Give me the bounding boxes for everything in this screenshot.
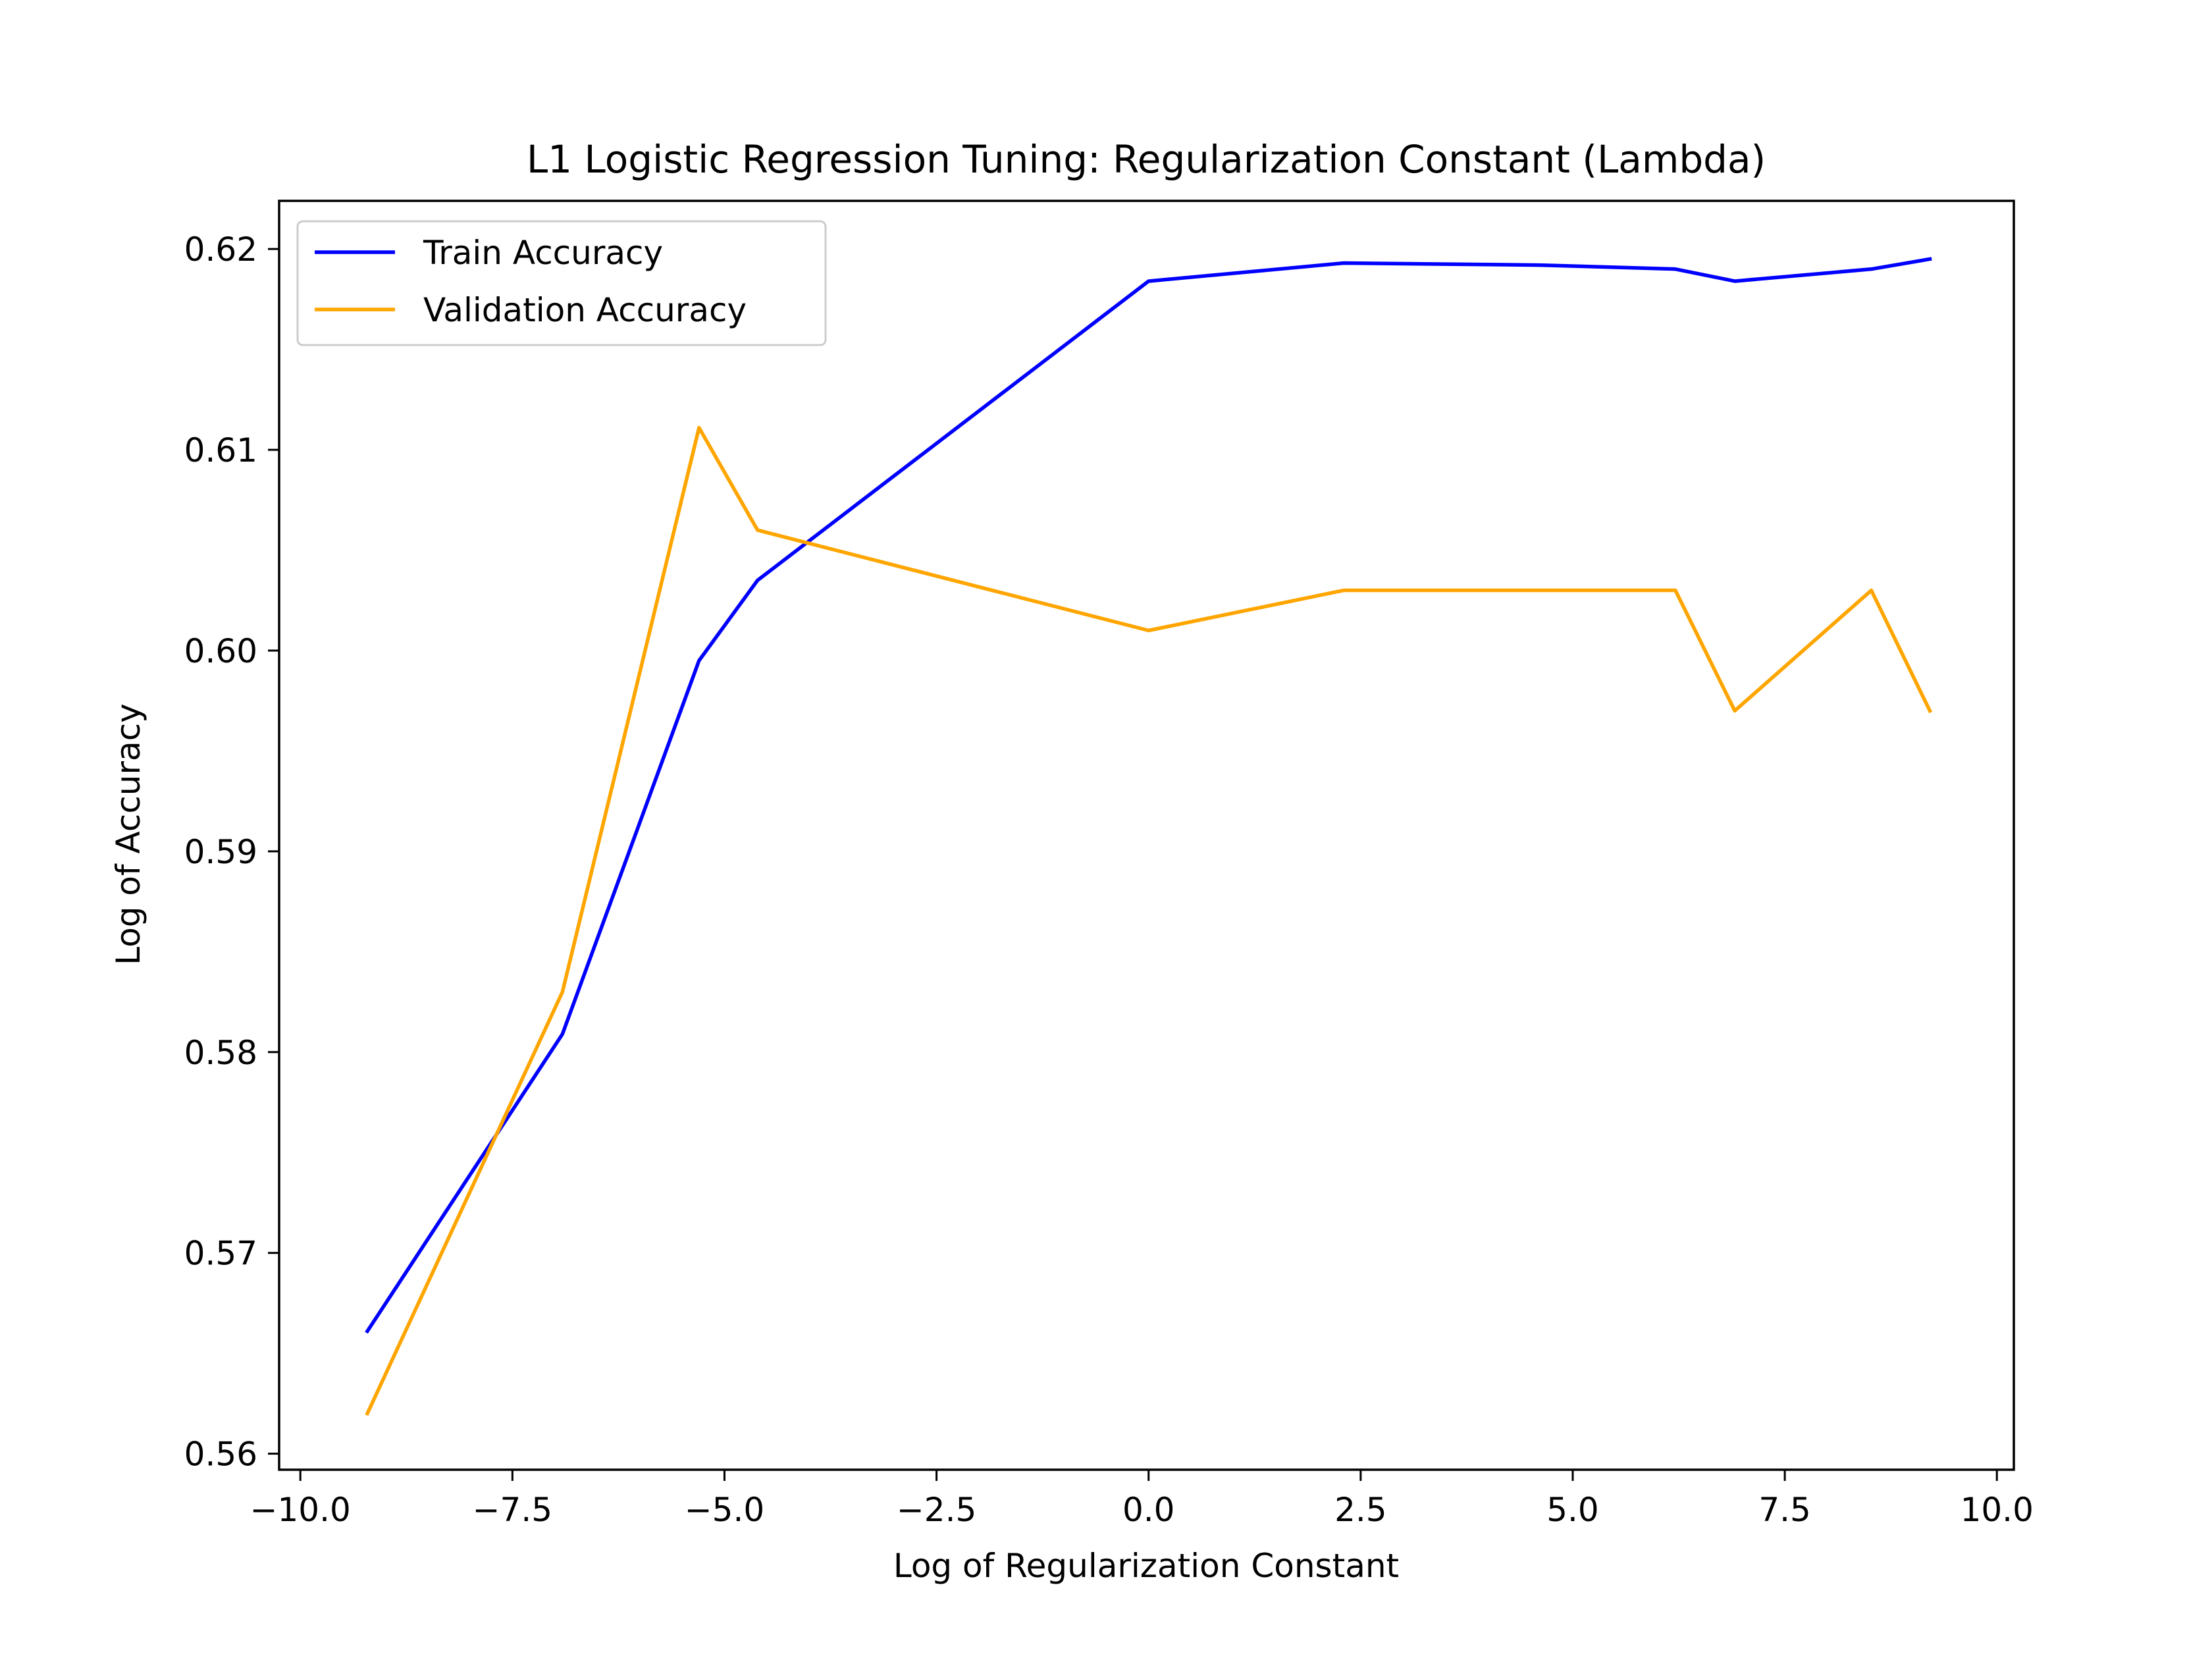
x-tick-label: −5.0 bbox=[685, 1491, 764, 1529]
x-tick-label: −2.5 bbox=[897, 1491, 976, 1529]
legend-label: Train Accuracy bbox=[423, 234, 663, 272]
series-line-train-accuracy bbox=[365, 257, 1932, 1334]
x-tick-label: −10.0 bbox=[250, 1491, 351, 1529]
x-tick-label: 0.0 bbox=[1122, 1491, 1175, 1529]
series-line-validation-accuracy bbox=[365, 425, 1933, 1416]
plot-area bbox=[365, 257, 1933, 1416]
x-tick-label: 5.0 bbox=[1546, 1491, 1599, 1529]
y-tick-label: 0.56 bbox=[184, 1435, 257, 1474]
y-tick-label: 0.58 bbox=[184, 1034, 257, 1072]
y-axis-ticks: 0.56 0.57 0.58 0.59 0.60 0.61 0.62 bbox=[184, 230, 279, 1474]
y-tick-label: 0.57 bbox=[184, 1235, 257, 1273]
x-tick-label: 2.5 bbox=[1334, 1491, 1387, 1529]
x-tick-label: 10.0 bbox=[1961, 1491, 2034, 1529]
y-tick-label: 0.62 bbox=[184, 230, 257, 269]
legend-label: Validation Accuracy bbox=[423, 291, 747, 329]
y-tick-label: 0.59 bbox=[184, 833, 257, 871]
y-tick-label: 0.60 bbox=[184, 632, 257, 670]
x-axis-ticks: −10.0 −7.5 −5.0 −2.5 0.0 2.5 5.0 7.5 10.0 bbox=[250, 1470, 2034, 1529]
plot-frame bbox=[278, 200, 2015, 1471]
legend: Train Accuracy Validation Accuracy bbox=[296, 220, 827, 346]
chart-title: L1 Logistic Regression Tuning: Regulariz… bbox=[527, 137, 1766, 182]
legend-box bbox=[296, 220, 827, 346]
x-tick-label: −7.5 bbox=[473, 1491, 552, 1529]
y-tick-label: 0.61 bbox=[184, 431, 257, 469]
x-tick-label: 7.5 bbox=[1758, 1491, 1811, 1529]
x-axis-label: Log of Regularization Constant bbox=[893, 1547, 1399, 1585]
y-axis-label: Log of Accuracy bbox=[109, 703, 147, 965]
